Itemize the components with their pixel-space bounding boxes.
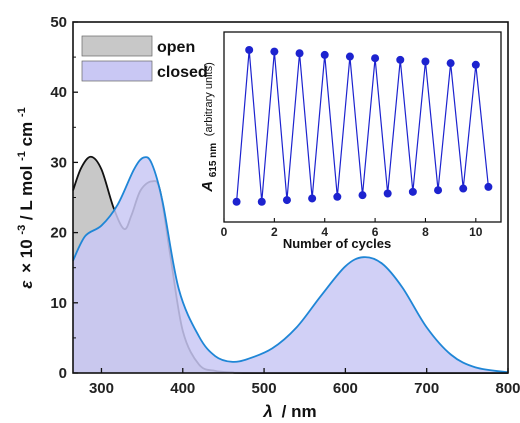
y-axis-unit-sup-3: -1 — [16, 107, 28, 117]
inset-data-point — [371, 54, 379, 62]
y-axis-unit-part-1: × 10 — [17, 239, 36, 273]
inset-y-axis-subscript: 615 nm — [208, 143, 219, 178]
y-axis-symbol: ε — [17, 280, 36, 289]
inset-data-point — [409, 188, 417, 196]
inset-data-point — [484, 183, 492, 191]
x-axis-title: λ / nm — [262, 402, 316, 421]
x-tick-label: 700 — [414, 380, 439, 397]
x-axis-unit: / nm — [282, 402, 317, 421]
inset-data-point — [434, 186, 442, 194]
inset-data-point — [321, 51, 329, 59]
inset-data-point — [233, 198, 241, 206]
x-tick-label: 600 — [333, 380, 358, 397]
inset-y-axis-title: A 615 nm (arbitrary units) — [199, 62, 219, 193]
inset-data-point — [296, 49, 304, 57]
legend-swatch-closed — [82, 61, 152, 81]
inset-data-point — [283, 196, 291, 204]
inset-x-tick-label: 10 — [469, 225, 483, 239]
y-axis-title: ε × 10 -3 / L mol -1 cm -1 — [10, 107, 36, 289]
inset-data-point — [396, 56, 404, 64]
y-axis-unit-part-3: cm — [17, 122, 36, 147]
y-tick-label: 20 — [50, 225, 67, 242]
inset-y-axis-symbol: A — [199, 181, 216, 193]
inset-data-point — [359, 191, 367, 199]
y-tick-label: 0 — [59, 365, 67, 382]
y-tick-label: 10 — [50, 295, 67, 312]
x-axis-symbol: λ — [262, 402, 272, 421]
inset-y-axis-suffix: (arbitrary units) — [203, 62, 215, 136]
x-tick-label: 800 — [495, 380, 520, 397]
inset-x-axis-title: Number of cycles — [283, 236, 391, 251]
x-tick-label: 300 — [89, 380, 114, 397]
inset-data-point — [472, 61, 480, 69]
inset-x-tick-label: 8 — [422, 225, 429, 239]
y-axis-unit-sup-1: -3 — [16, 225, 28, 235]
inset-data-point — [447, 59, 455, 67]
inset-data-point — [245, 46, 253, 54]
x-tick-label: 400 — [170, 380, 195, 397]
legend-label-open: open — [157, 39, 195, 56]
inset-x-tick-label: 2 — [271, 225, 278, 239]
y-axis-unit-sup-2: -1 — [16, 151, 28, 161]
legend: open closed — [82, 36, 208, 81]
legend-label-closed: closed — [157, 64, 208, 81]
inset-cycles-chart: 0 2 4 6 8 10 Number of cycles A 615 nm (arbit… — [199, 32, 501, 251]
y-tick-label: 40 — [50, 84, 67, 101]
inset-data-point — [346, 53, 354, 61]
inset-data-point — [258, 198, 266, 206]
inset-data-point — [270, 48, 278, 56]
inset-data-point — [384, 190, 392, 198]
inset-data-point — [333, 193, 341, 201]
x-tick-label: 500 — [252, 380, 277, 397]
y-tick-label: 30 — [50, 154, 67, 171]
inset-data-point — [308, 194, 316, 202]
inset-data-point — [421, 58, 429, 66]
y-tick-label: 50 — [50, 14, 67, 31]
inset-x-tick-label: 0 — [221, 225, 228, 239]
inset-data-point — [459, 185, 467, 193]
y-axis-unit-part-2: / L mol — [17, 166, 36, 220]
legend-swatch-open — [82, 36, 152, 56]
